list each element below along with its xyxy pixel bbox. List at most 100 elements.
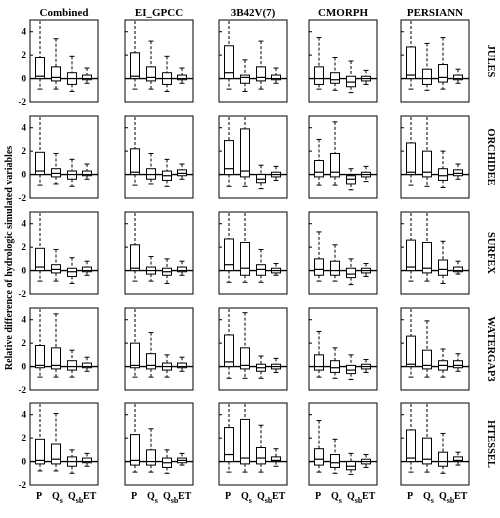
box-qsb [256,355,266,379]
panel-orchidee-persiann [400,115,470,199]
box-qs [240,213,250,283]
panel-frame [29,307,99,391]
column-title-ei-gpcc: EI_GPCC [135,7,183,19]
column-title-persiann: PERSIANN [407,7,463,19]
iqr-box [35,344,45,369]
iqr-box [453,360,463,369]
panel-frame [308,19,378,103]
box-et [453,163,463,180]
box-qs [330,438,340,474]
panel-htessel-combined [29,402,99,486]
box-p [224,309,234,379]
box-qsb [67,55,77,92]
iqr-box [330,260,340,276]
iqr-box [346,267,356,279]
box-qs [422,117,432,187]
iqr-box [438,64,448,83]
iqr-box [406,335,416,368]
panel-htessel-cmorph [308,402,378,486]
row-title-jules: JULES [485,45,496,78]
box-qs [51,248,61,282]
panel-grid [29,19,470,486]
box-p [130,117,140,186]
iqr-box [406,239,416,272]
x-tick-label-et: ET [272,491,286,502]
iqr-box [82,362,92,369]
box-qs [330,347,340,379]
panel-surfex-persiann [400,211,470,295]
panel-frame [218,211,288,295]
x-tick-label-qs: Qs [147,491,158,505]
box-et [177,452,187,466]
y-tick-label: 0 [22,457,27,467]
iqr-box [453,456,463,463]
x-tick-label-p: P [131,491,137,502]
panel-frame [308,115,378,199]
y-tick-label: -2 [19,289,27,299]
iqr-box [224,334,234,368]
iqr-box [146,353,156,370]
panel-jules-3b42v-7 [218,19,288,103]
box-et [271,165,281,181]
x-tick-label-et: ET [83,491,97,502]
panel-frame [29,19,99,103]
iqr-box [146,449,156,466]
panel-watergap3-ei-gpcc [124,307,194,391]
iqr-box [406,46,416,80]
x-tick-label-qs: Qs [52,491,63,505]
iqr-box [314,258,324,276]
box-p [35,117,45,186]
column-title-combined: Combined [40,7,89,19]
y-tick-label: 4 [22,219,27,229]
panel-frame [308,211,378,295]
x-tick-label-qs: Qs [331,491,342,505]
box-et [361,165,371,183]
box-p [130,21,140,90]
box-p [224,21,234,90]
iqr-box [224,238,234,272]
y-tick-label: 2 [22,146,27,156]
iqr-box [422,68,432,85]
box-qs [146,428,156,473]
box-p [130,404,140,473]
iqr-box [82,457,92,464]
iqr-box [330,72,340,84]
iqr-box [314,354,324,371]
box-qs [422,404,432,473]
iqr-box [224,45,234,80]
iqr-box [422,241,432,274]
box-qs [146,332,156,378]
iqr-box [177,74,187,81]
iqr-box [330,454,340,468]
box-p [406,404,416,473]
y-tick-label: 2 [22,338,27,348]
box-qsb [256,40,266,90]
iqr-box [35,151,45,176]
iqr-box [240,74,250,84]
row-title-surfex: SURFEX [485,232,496,274]
iqr-box [422,349,432,370]
x-tick-label-p: P [36,491,42,502]
box-qsb [256,424,266,473]
box-p [314,330,324,378]
panel-frame [218,115,288,199]
row-title-orchidee: ORCHIDEE [485,128,496,185]
y-tick-label: 4 [22,410,27,420]
iqr-box [130,434,140,466]
box-qsb [162,258,172,284]
box-et [271,448,281,467]
box-qsb [438,37,448,90]
panel-frame [308,307,378,391]
box-qs [146,40,156,90]
box-qsb [438,150,448,188]
box-qsb [346,168,356,191]
box-et [361,263,371,277]
column-title-cmorph: CMORPH [318,7,369,19]
panel-jules-cmorph [308,19,378,103]
y-tick-label: 4 [22,27,27,37]
x-tick-label-et: ET [454,491,468,502]
iqr-box [256,447,266,465]
y-tick-label: -2 [19,480,27,490]
box-qsb [67,158,77,187]
